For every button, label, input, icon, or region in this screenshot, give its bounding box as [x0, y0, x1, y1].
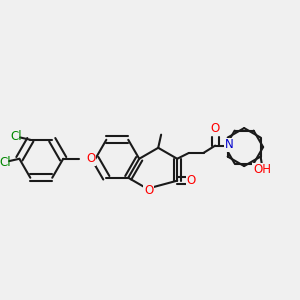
Text: Cl: Cl [0, 156, 11, 169]
Text: O: O [211, 122, 220, 135]
Text: Cl: Cl [11, 130, 22, 143]
Text: O: O [186, 174, 196, 187]
Text: O: O [144, 184, 153, 197]
Text: O: O [86, 152, 96, 165]
Text: N: N [225, 138, 234, 151]
Text: OH: OH [253, 163, 271, 176]
